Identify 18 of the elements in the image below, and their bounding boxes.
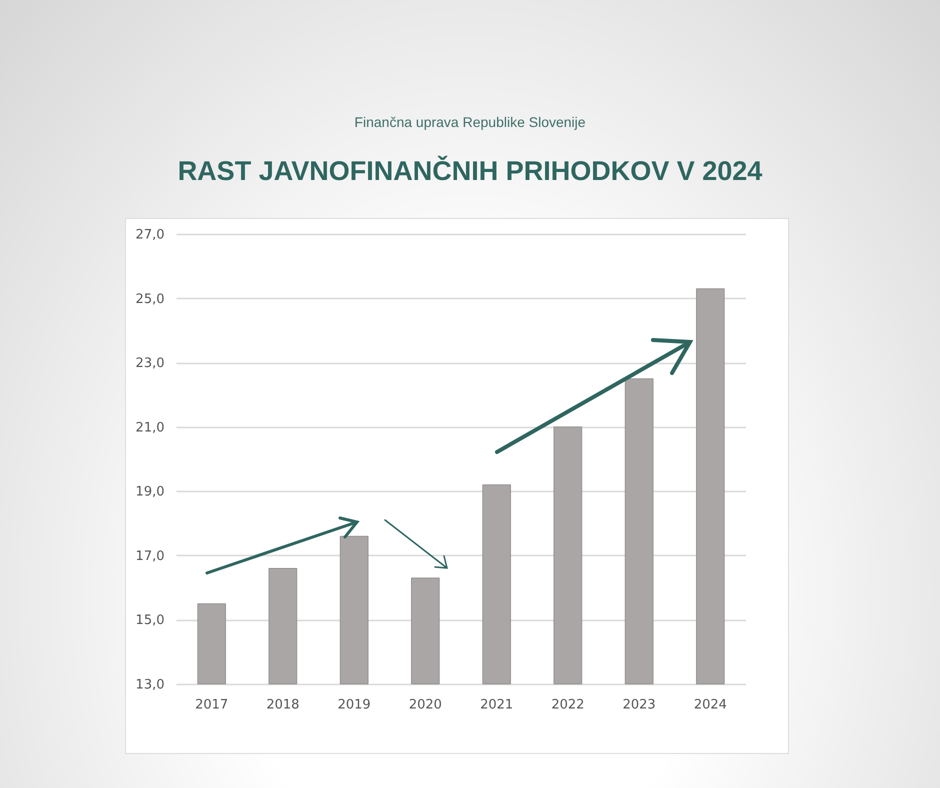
x-tick-label: 2019 (338, 698, 371, 712)
y-tick-label: 25,0 (136, 292, 164, 307)
x-tick-label: 2024 (694, 698, 727, 712)
x-tick-label: 2018 (266, 698, 300, 712)
y-tick-label: 17,0 (136, 548, 164, 564)
text: Finančna uprava Republike Slovenije (353, 114, 587, 130)
y-tick-label: 21,0 (136, 420, 164, 436)
y-tick-label: 15,0 (136, 613, 164, 628)
x-tick-label: 2017 (195, 698, 228, 712)
y-tick-label: 27,0 (136, 228, 164, 242)
x-tick-label: 2022 (551, 698, 584, 712)
x-tick-label: 2023 (622, 698, 656, 712)
chart-title: RAST JAVNOFINANČNIH PRIHODKOV V 2024 (176, 156, 764, 187)
x-tick-label: 2021 (480, 698, 514, 712)
y-tick-label: 13,0 (136, 678, 164, 692)
y-tick-label: 19,0 (136, 484, 164, 500)
y-tick-label: 23,0 (136, 356, 164, 372)
x-tick-label: 2020 (408, 698, 442, 712)
